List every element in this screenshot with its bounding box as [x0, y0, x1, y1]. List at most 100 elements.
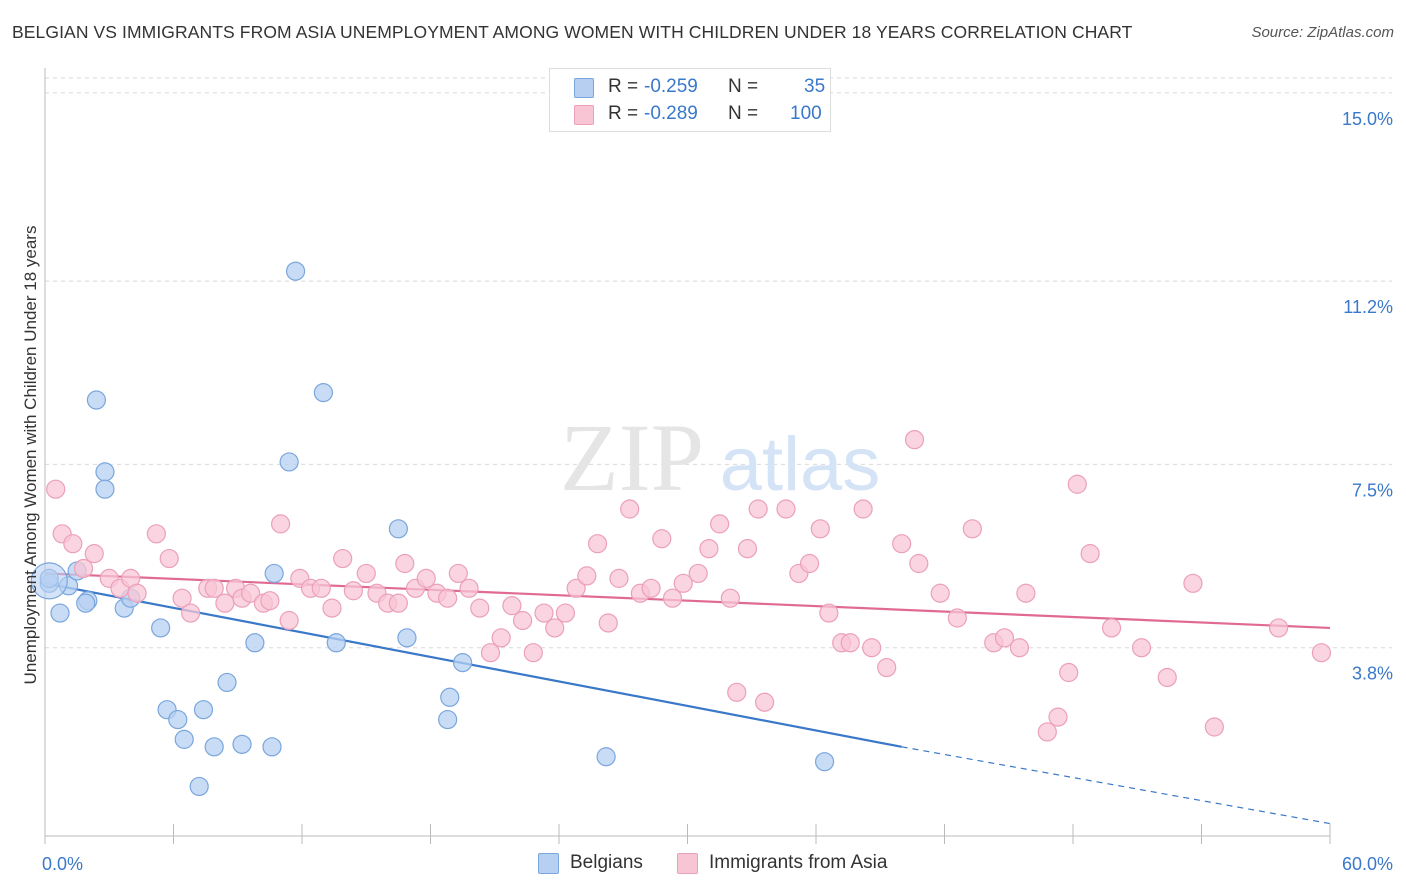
data-point	[326, 633, 346, 653]
data-point	[1016, 583, 1036, 603]
data-point	[1101, 618, 1122, 638]
legend-r-label: R =	[608, 76, 639, 97]
data-point	[523, 643, 543, 663]
data-point	[587, 534, 608, 554]
data-point	[193, 700, 214, 720]
data-point	[688, 563, 708, 584]
correlation-legend: R = -0.259 N = 35 R = -0.289 N = 100	[549, 68, 831, 132]
watermark-zip: ZIP	[560, 404, 704, 511]
data-point	[313, 382, 334, 403]
data-point	[662, 588, 683, 608]
data-point	[84, 544, 104, 564]
data-point	[947, 608, 967, 628]
data-point	[1080, 544, 1100, 564]
data-point	[397, 628, 417, 648]
data-point	[181, 603, 201, 623]
legend-r-value: -0.259	[644, 76, 698, 97]
data-point	[748, 499, 768, 519]
legend-n-value: 35	[804, 76, 826, 97]
data-point	[819, 603, 839, 623]
legend-n-label: N =	[728, 103, 759, 124]
data-point	[480, 643, 501, 663]
data-point	[333, 548, 353, 569]
data-point	[438, 588, 458, 608]
data-point	[73, 558, 94, 579]
bottom-legend-swatch-immigrants-from-asia	[677, 853, 698, 874]
data-point	[459, 578, 479, 598]
data-point	[1157, 667, 1177, 688]
series-immigrants-from-asia	[46, 430, 1332, 742]
trend-line	[44, 572, 1331, 630]
data-point	[609, 568, 629, 588]
data-point	[76, 593, 96, 613]
data-point	[260, 591, 280, 611]
data-point	[862, 638, 882, 658]
data-point	[146, 524, 166, 544]
data-point	[1009, 638, 1030, 658]
data-point	[168, 709, 188, 730]
data-point	[395, 553, 415, 574]
y-tick-label: 15.0%	[1342, 109, 1393, 129]
data-point	[727, 682, 747, 702]
data-point	[566, 578, 586, 598]
data-point	[673, 573, 693, 593]
chart-title: BELGIAN VS IMMIGRANTS FROM ASIA UNEMPLOY…	[12, 22, 1133, 42]
legend-swatch-belgians	[574, 78, 594, 98]
data-point	[63, 534, 83, 554]
data-point	[204, 578, 224, 598]
tick-labels: 3.8% 7.5% 11.2% 15.0% 0.0% 60.0%	[42, 109, 1393, 874]
data-point	[217, 672, 237, 693]
data-point	[151, 618, 171, 638]
data-point	[904, 430, 925, 450]
data-point	[555, 603, 576, 623]
data-point	[909, 553, 929, 574]
data-point	[279, 452, 299, 472]
data-point	[1311, 643, 1332, 663]
data-point	[470, 598, 490, 618]
data-point	[262, 737, 282, 757]
data-point	[1067, 474, 1087, 494]
data-point	[1204, 717, 1224, 737]
data-point	[30, 562, 68, 600]
data-point	[641, 578, 661, 598]
data-point	[994, 628, 1015, 648]
bottom-legend-label-immigrants-from-asia: Immigrants from Asia	[709, 852, 888, 873]
data-point	[799, 553, 820, 574]
data-point	[810, 519, 830, 539]
data-point	[620, 499, 640, 519]
data-point	[438, 709, 458, 730]
data-points	[30, 261, 1332, 797]
legend-n-label: N =	[728, 76, 759, 97]
bottom-legend-swatch-belgians	[538, 853, 559, 874]
data-point	[86, 390, 107, 410]
data-point	[598, 613, 618, 633]
y-tick-label: 11.2%	[1343, 297, 1393, 317]
trend-lines	[44, 572, 1331, 825]
data-point	[962, 519, 982, 539]
data-point	[388, 519, 408, 539]
data-point	[245, 633, 265, 653]
data-point	[241, 583, 261, 603]
data-point	[699, 539, 719, 559]
legend-swatch-immigrants-from-asia	[574, 105, 594, 125]
data-point	[776, 499, 796, 519]
legend-r-value: -0.289	[644, 103, 698, 124]
data-point	[95, 479, 115, 499]
data-point	[343, 581, 363, 601]
chart-source: Source: ZipAtlas.com	[1251, 24, 1394, 41]
data-point	[652, 529, 672, 549]
data-point	[491, 628, 511, 648]
data-point	[534, 603, 554, 623]
data-point	[285, 261, 306, 281]
data-point	[264, 563, 284, 584]
data-point	[930, 583, 950, 603]
data-point	[1131, 638, 1152, 658]
data-point	[356, 563, 376, 584]
y-tick-label: 3.8%	[1352, 664, 1393, 684]
data-point	[502, 596, 522, 616]
data-point	[577, 566, 597, 586]
y-axis-label: Unemployment Among Women with Children U…	[21, 226, 40, 685]
bottom-legend-label-belgians: Belgians	[570, 852, 643, 873]
data-point	[159, 548, 179, 569]
